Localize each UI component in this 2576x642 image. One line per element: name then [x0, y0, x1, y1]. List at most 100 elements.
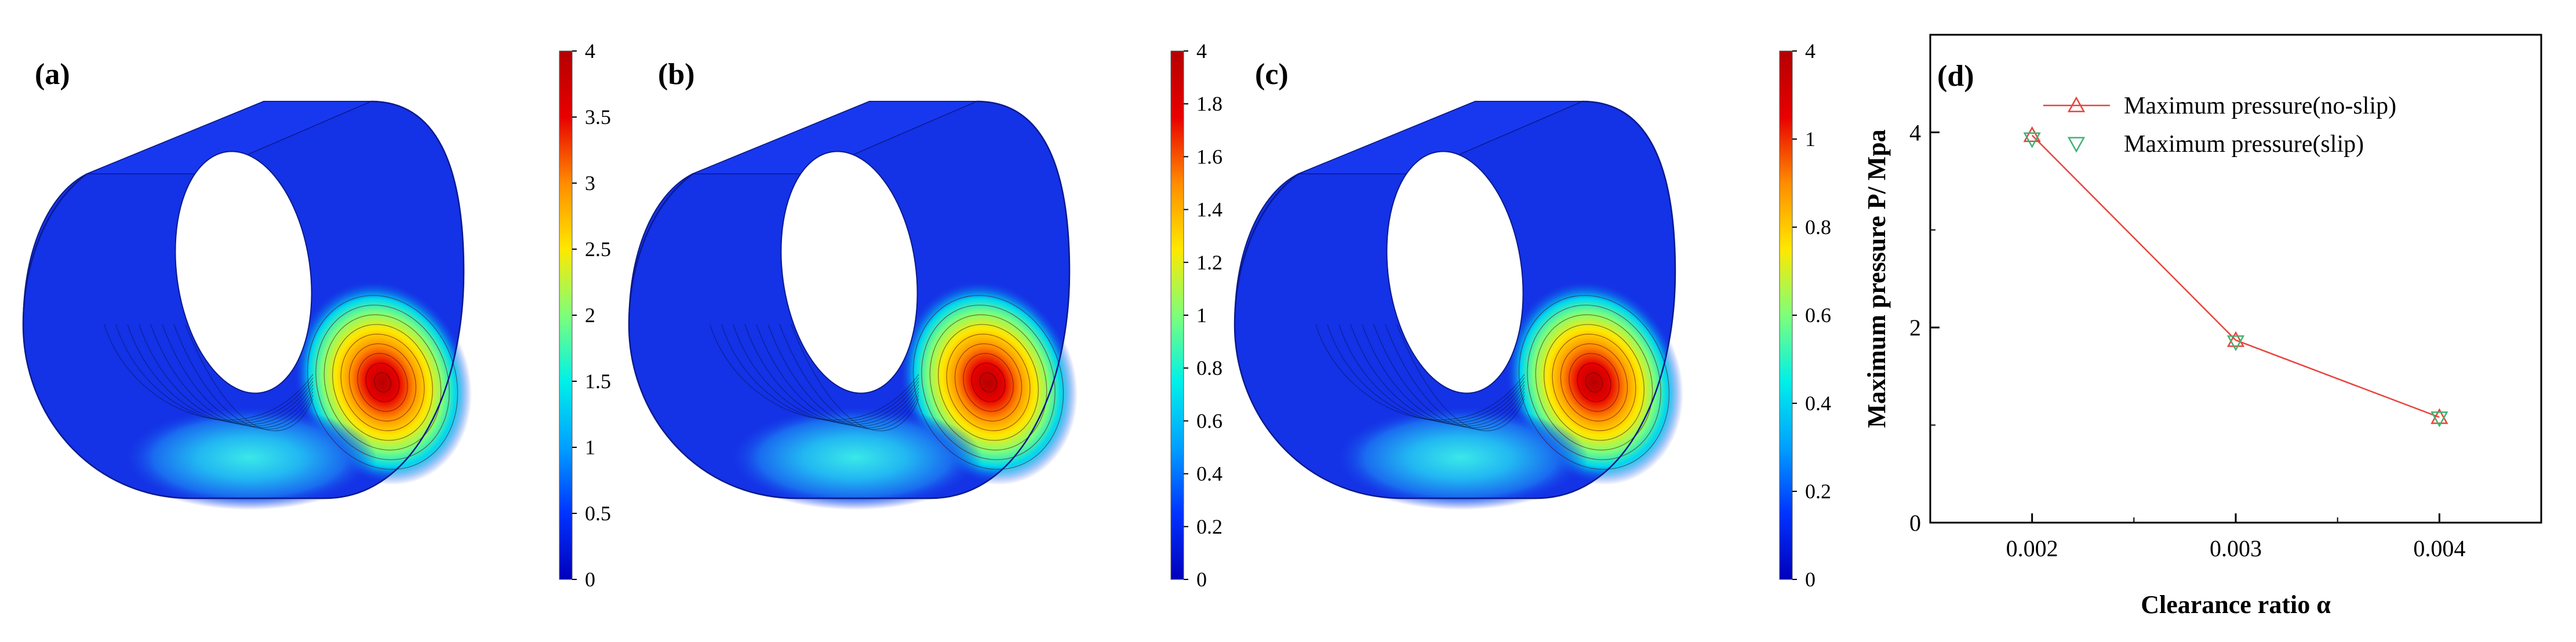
legend-marker: [2067, 137, 2086, 153]
colorbar-tick-label: 1: [1196, 304, 1207, 327]
contour-arc: [767, 324, 919, 428]
contour-line: [348, 343, 417, 422]
colorbar-tick-label: 3.5: [585, 105, 611, 129]
contour-line: [323, 314, 442, 451]
series-1: [2023, 132, 2448, 428]
bearing-rim: [628, 100, 1071, 499]
panel-label-c: (c): [1255, 58, 1289, 91]
colorbar-tick-label: 2: [585, 304, 595, 327]
contour-arc: [1315, 324, 1525, 421]
contour-line: [1544, 324, 1644, 441]
contour-arc: [1327, 324, 1525, 422]
bearing-3d-c: [1234, 100, 1683, 510]
x-tick-label: 0.004: [2413, 535, 2465, 561]
contour-line: [332, 324, 433, 441]
bearing-bore: [1386, 151, 1524, 394]
bearing-3d-b: [628, 100, 1078, 510]
contour-line: [938, 324, 1039, 441]
colorbar-tick-label: 0.2: [1805, 480, 1831, 503]
contour-arc: [744, 324, 919, 425]
contour-line: [946, 334, 1031, 431]
x-ticks: 0.002 0.003 0.004: [2006, 513, 2465, 561]
colorbar-bar: [1779, 50, 1793, 580]
colorbar-a: 0 0.5 1 1.5 2 2.5 3 3.5 4: [559, 39, 611, 591]
colorbar-tick-label: 0.8: [1196, 356, 1222, 380]
y-tick-label: 0: [1909, 510, 1921, 536]
contour-arc: [173, 324, 314, 430]
colorbar-tick-label: 0.4: [1196, 462, 1222, 486]
contour-line: [912, 295, 1064, 470]
colorbar-tick-label: 1: [585, 436, 595, 459]
colorbar-tick-label: 1.5: [585, 370, 611, 393]
contour-line: [1577, 363, 1611, 402]
contour-arc: [779, 324, 919, 430]
contour-arc: [710, 324, 919, 421]
x-tick-label: 0.002: [2006, 535, 2058, 561]
y-ticks: 0 2 4: [1909, 119, 1940, 536]
contour-line: [374, 372, 391, 393]
contour-arc: [721, 324, 919, 422]
legend-entry: Maximum pressure(no-slip): [2043, 93, 2396, 119]
contour-arc: [1385, 324, 1525, 430]
data-point: [2023, 126, 2041, 143]
data-point: [2023, 132, 2041, 148]
colorbar-bar: [559, 50, 573, 580]
bearing-rim: [1234, 100, 1676, 499]
contour-arc: [733, 324, 919, 424]
colorbar-tick-label: 1.4: [1196, 198, 1222, 221]
contour-line: [357, 353, 408, 412]
x-tick-label: 0.003: [2210, 535, 2262, 561]
contour-arc: [150, 324, 314, 426]
colorbar-c: 0 0.2 0.4 0.6 0.8 1 4: [1779, 39, 1831, 591]
series-line: [2031, 134, 2440, 418]
colorbar-tick-label: 0.4: [1805, 392, 1831, 415]
contour-arc: [115, 324, 314, 422]
line-chart: (d) 0 2 4 0.002 0.003 0.004 Maximum pressure…: [1862, 34, 2542, 619]
contour-line: [929, 314, 1047, 451]
contour-arc: [1362, 324, 1525, 426]
colorbar-tick-label: 1.2: [1196, 251, 1222, 274]
contour-line: [1518, 295, 1670, 470]
colorbar-tick-label: 0: [585, 568, 595, 591]
contour-arc: [1373, 324, 1525, 428]
data-point: [2431, 408, 2448, 424]
pressure-low-zone: [1333, 406, 1588, 510]
contour-line: [1552, 334, 1636, 431]
colorbar-tick-label: 0.8: [1805, 216, 1831, 239]
contour-line: [980, 372, 997, 393]
y-tick-label: 2: [1909, 315, 1921, 341]
bearing-bore: [174, 151, 312, 394]
contour-line: [340, 334, 425, 431]
contour-arc: [791, 324, 919, 432]
y-tick-label: 4: [1909, 119, 1921, 145]
contour-line: [963, 353, 1014, 412]
colorbar-tick-label: 4: [1196, 39, 1207, 63]
colorbar-tick-label: 1.6: [1196, 145, 1222, 168]
pressure-low-zone: [727, 406, 983, 510]
data-point: [2431, 411, 2448, 428]
colorbar-tick-label: 3: [585, 172, 595, 195]
panel-a: (a) 0 0.5 1 1.5 2 2.5 3 3.5 4: [22, 39, 611, 591]
colorbar-tick-label: 0.6: [1805, 304, 1831, 327]
contour-arc: [104, 324, 314, 421]
colorbar-tick-label: 1: [1805, 127, 1815, 151]
contour-arc: [756, 324, 919, 426]
legend-marker: [2067, 96, 2086, 112]
contour-arc: [1350, 324, 1525, 425]
contour-line: [954, 343, 1023, 422]
colorbar-tick-label: 0: [1805, 568, 1815, 591]
y-axis-title: Maximum pressure P/ Mpa: [1862, 129, 1891, 428]
colorbar-tick-label: 1.8: [1196, 92, 1222, 115]
panel-b: (b) 0 0.2 0.4 0.6 0.8 1 1.2 1.4 1.6 1.8 4: [628, 39, 1222, 591]
colorbar-tick-label: 4: [585, 39, 595, 63]
colorbar-tick-label: 0: [1196, 568, 1207, 591]
series-layer: [2023, 126, 2448, 428]
contour-arc: [162, 324, 314, 428]
bearing-rim: [22, 100, 465, 499]
contour-line: [1535, 314, 1653, 451]
contour-arc: [1338, 324, 1525, 424]
bearing-bore: [780, 151, 918, 394]
colorbar-bar: [1170, 50, 1184, 580]
contour-line: [971, 363, 1006, 402]
contour-arc: [139, 324, 314, 425]
